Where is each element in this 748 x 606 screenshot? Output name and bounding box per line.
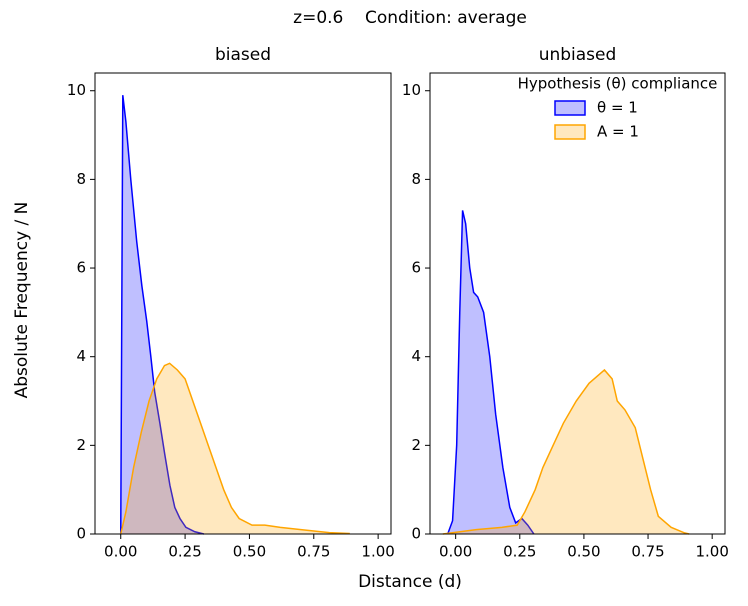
x-tick-label: 0.00 <box>104 543 137 561</box>
x-axis-label: Distance (d) <box>358 572 462 592</box>
density-area <box>120 95 204 534</box>
density-line <box>120 362 350 535</box>
y-tick-label: 6 <box>411 259 421 277</box>
y-tick-label: 0 <box>411 525 421 543</box>
x-tick-label: 0.75 <box>631 543 664 561</box>
subplot-title: biased <box>215 45 271 65</box>
density-line <box>446 210 535 535</box>
x-tick-label: 0.50 <box>567 543 600 561</box>
axes-frame <box>94 72 392 535</box>
density-area <box>120 363 350 534</box>
x-tick-label: 0.00 <box>439 543 472 561</box>
axes-frame <box>429 72 726 535</box>
density-area <box>442 369 690 534</box>
y-axis-label: Absolute Frequency / N <box>12 202 32 399</box>
y-tick-label: 10 <box>402 81 421 99</box>
figure-title: z=0.6 Condition: average <box>293 8 527 28</box>
y-tick-label: 4 <box>76 347 86 365</box>
density-line <box>442 368 690 535</box>
x-tick-label: 0.25 <box>168 543 201 561</box>
y-tick-label: 10 <box>67 81 86 99</box>
legend-swatch <box>554 124 586 140</box>
x-tick-label: 0.25 <box>503 543 536 561</box>
legend-label: A = 1 <box>597 123 639 141</box>
x-tick-label: 0.50 <box>233 543 266 561</box>
legend-label: θ = 1 <box>597 99 638 117</box>
x-tick-label: 0.75 <box>297 543 330 561</box>
y-tick-label: 4 <box>411 347 421 365</box>
legend-title: Hypothesis (θ) compliance <box>518 75 718 93</box>
y-tick-label: 6 <box>76 259 86 277</box>
y-tick-label: 0 <box>76 525 86 543</box>
y-tick-label: 8 <box>76 170 86 188</box>
y-tick-label: 2 <box>411 436 421 454</box>
y-tick-label: 2 <box>76 436 86 454</box>
density-line <box>119 95 205 535</box>
x-tick-label: 1.00 <box>361 543 394 561</box>
y-tick-label: 8 <box>411 170 421 188</box>
subplot-title: unbiased <box>539 45 617 65</box>
x-tick-label: 1.00 <box>695 543 728 561</box>
legend-swatch <box>554 100 586 116</box>
